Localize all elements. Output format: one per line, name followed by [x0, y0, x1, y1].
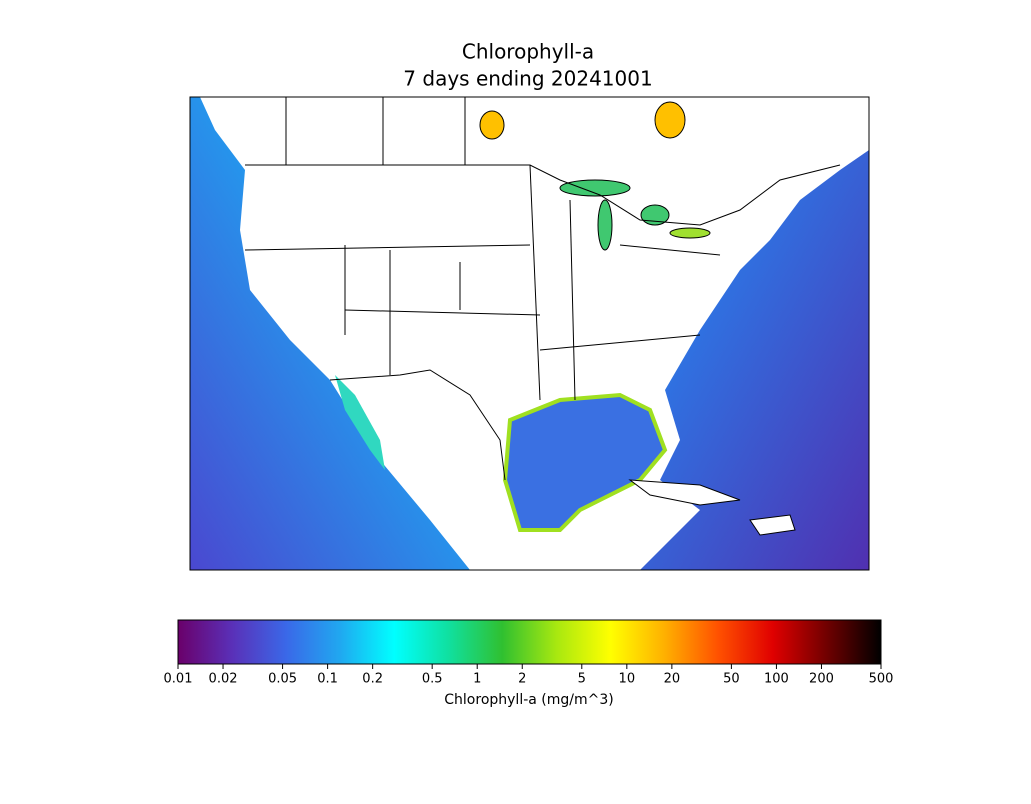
tick-label: 0.1	[317, 672, 338, 687]
tick-label: 1	[473, 672, 481, 687]
tick-label: 0.02	[209, 672, 238, 687]
borders	[244, 97, 841, 481]
lake	[669, 227, 711, 239]
map	[189, 96, 870, 571]
tick-label: 200	[809, 672, 834, 687]
tick-label: 50	[723, 672, 740, 687]
tick-label: 0.05	[268, 672, 297, 687]
lake	[597, 199, 613, 251]
tick-label: 0.01	[164, 672, 193, 687]
lake	[559, 179, 631, 197]
tick-label: 100	[764, 672, 789, 687]
lake	[654, 101, 686, 139]
subtitle: 7 days ending 20241001	[403, 67, 652, 91]
atlantic-ocean	[640, 150, 869, 570]
pacific-ocean	[190, 97, 470, 570]
tick-label: 500	[869, 672, 894, 687]
hispaniola	[749, 514, 796, 536]
gulf-of-california	[335, 375, 385, 470]
lake	[640, 204, 670, 226]
tick-label: 20	[664, 672, 681, 687]
lake	[479, 110, 505, 140]
cuba	[628, 479, 741, 506]
gulf-of-mexico	[502, 392, 668, 532]
tick-label: 10	[619, 672, 636, 687]
map-frame	[189, 96, 870, 571]
tick-label: 0.2	[362, 672, 383, 687]
colorbar	[177, 619, 882, 665]
title: Chlorophyll-a	[462, 40, 594, 64]
tick-label: 0.5	[422, 672, 443, 687]
tick-label: 2	[518, 672, 526, 687]
colorbar-label: Chlorophyll-a (mg/m^3)	[444, 692, 613, 708]
tick-label: 5	[578, 672, 586, 687]
